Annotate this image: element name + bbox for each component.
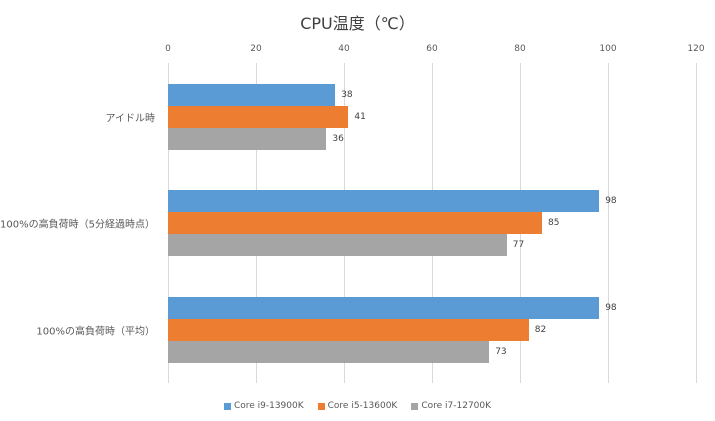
bar	[168, 212, 542, 234]
legend-item: Core i5-13600K	[317, 401, 398, 411]
legend-label: Core i9-13900K	[233, 401, 304, 411]
legend-swatch-icon	[411, 402, 419, 410]
legend-label: Core i7-12700K	[421, 401, 492, 411]
legend-item: Core i9-13900K	[223, 401, 304, 411]
bar	[168, 84, 336, 106]
gridline	[696, 63, 697, 383]
x-tick-label: 120	[687, 44, 705, 54]
legend-label: Core i5-13600K	[327, 401, 398, 411]
data-label: 77	[512, 240, 525, 250]
data-label: 38	[341, 90, 353, 100]
legend: Core i9-13900K Core i5-13600K Core i7-1270…	[0, 401, 715, 411]
data-label: 85	[548, 218, 560, 228]
category-label: 100%の高負荷時（5分経過時点）	[0, 219, 155, 231]
legend-swatch-icon	[223, 402, 231, 410]
data-label: 82	[534, 325, 547, 335]
x-tick-label: 40	[338, 44, 350, 54]
data-label: 98	[605, 303, 617, 313]
x-tick-label: 60	[426, 44, 438, 54]
x-tick-label: 100	[599, 44, 617, 54]
x-tick-label: 20	[250, 44, 262, 54]
category-label: アイドル時	[105, 113, 156, 125]
data-label: 98	[605, 196, 617, 206]
legend-item: Core i7-12700K	[411, 401, 491, 411]
bar	[168, 128, 327, 150]
x-tick-label: 80	[514, 44, 526, 54]
bar	[168, 319, 529, 341]
data-label: 41	[354, 112, 366, 122]
gridline	[608, 63, 609, 383]
data-label: 36	[332, 134, 344, 144]
category-label: 100%の高負荷時（平均）	[36, 326, 155, 338]
bar	[168, 297, 600, 319]
x-tick-label: 0	[165, 44, 171, 54]
bar	[168, 190, 600, 212]
bar	[168, 106, 349, 128]
chart-title: CPU温度（℃）	[300, 14, 415, 33]
legend-swatch-icon	[317, 402, 325, 410]
bar	[168, 341, 490, 363]
bar	[168, 234, 507, 256]
data-label: 73	[495, 347, 507, 357]
